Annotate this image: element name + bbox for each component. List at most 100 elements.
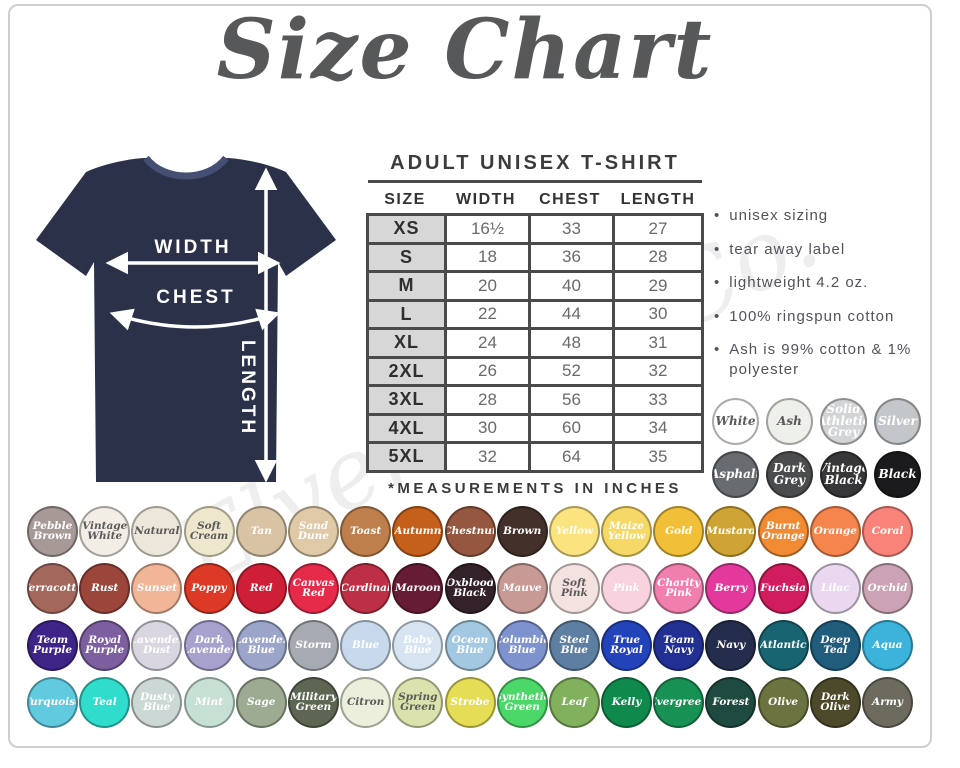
color-swatch-label: Storm	[295, 638, 332, 651]
color-swatch-team-navy: Team Navy	[653, 620, 705, 671]
tshirt-collar	[143, 155, 229, 180]
color-swatch-label: Sage	[247, 695, 276, 708]
feature-item: • tear away label	[714, 240, 919, 260]
color-swatch-evergreen: Evergreen	[653, 677, 705, 728]
color-swatch-label: Lavender Dust	[131, 633, 183, 656]
length-label: LENGTH	[237, 340, 258, 436]
color-swatch-label: Team Navy	[663, 633, 695, 656]
size-table: XS 16½ 33 27 S 18 36 28 M 20 40 29 L 22 44 30 XL 24 48 31 2X…	[366, 213, 704, 473]
color-swatch-label: Soft Cream	[189, 519, 229, 542]
color-swatch-label: Dark Grey	[773, 461, 806, 487]
color-swatch-sand-dune: Sand Dune	[287, 506, 339, 557]
color-swatch-label: Baby Blue	[403, 633, 433, 656]
value-cell: 16½	[447, 216, 531, 242]
color-swatch-label: Dark Lavender	[183, 633, 235, 656]
color-swatch-label: Asphalt	[712, 466, 759, 481]
value-cell: 30	[447, 415, 531, 441]
color-swatch-fuchsia: Fuchsia	[757, 563, 809, 614]
value-cell: 31	[615, 330, 701, 356]
color-swatch-label: Ocean Blue	[451, 633, 489, 656]
color-swatch-black: Black	[874, 451, 921, 498]
color-swatch-label: Silver	[878, 413, 917, 428]
column-header: LENGTH	[620, 191, 696, 208]
value-cell: 40	[531, 273, 615, 299]
table-row: 4XL 30 60 34	[369, 412, 701, 441]
size-cell: 5XL	[369, 444, 447, 470]
color-swatch-label: Autumn	[394, 524, 442, 537]
value-cell: 29	[615, 273, 701, 299]
color-swatch-label: Rust	[91, 581, 119, 594]
value-cell: 32	[615, 358, 701, 384]
color-swatch-oxblood-black: Oxblood Black	[444, 563, 496, 614]
color-swatch-label: Dusty Blue	[140, 690, 174, 713]
table-row: M 20 40 29	[369, 270, 701, 299]
color-swatch-label: Army	[872, 695, 903, 708]
color-swatch-label: Orchid	[867, 581, 908, 594]
color-swatch-label: Orange	[813, 524, 857, 537]
value-cell: 44	[531, 301, 615, 327]
color-swatch-dark-lavender: Dark Lavender	[183, 620, 235, 671]
size-chart-section: ADULT UNISEX T-SHIRT SIZE WIDTH CHEST LENGT…	[366, 152, 704, 497]
color-swatch-sunset: Sunset	[131, 563, 183, 614]
color-swatch-royal-purple: Royal Purple	[79, 620, 131, 671]
color-swatch-true-royal: True Royal	[601, 620, 653, 671]
table-row: 2XL 26 52 32	[369, 355, 701, 384]
color-swatch-label: Evergreen	[655, 695, 702, 708]
color-swatch-label: Red	[249, 581, 273, 594]
color-swatch-lilac: Lilac	[809, 563, 861, 614]
color-swatch-label: Deep Teal	[820, 633, 851, 656]
table-row: 3XL 28 56 33	[369, 384, 701, 413]
color-swatch-label: Pebble Brown	[32, 519, 73, 542]
color-swatch-label: Solid Athletic Grey	[822, 402, 865, 440]
color-swatch-maize-yellow: Maize Yellow	[601, 506, 653, 557]
color-swatch-red: Red	[235, 563, 287, 614]
size-cell: 4XL	[369, 415, 447, 441]
color-swatch-sage: Sage	[235, 677, 287, 728]
color-swatch-orchid: Orchid	[862, 563, 913, 614]
bullet-icon: •	[714, 307, 721, 325]
value-cell: 33	[615, 387, 701, 413]
value-cell: 33	[531, 216, 615, 242]
value-cell: 20	[447, 273, 531, 299]
feature-item: • 100% ringspun cotton	[714, 307, 919, 327]
bullet-icon: •	[714, 207, 721, 224]
color-swatch-berry: Berry	[705, 563, 757, 614]
color-swatch-pink: Pink	[601, 563, 653, 614]
size-cell: S	[369, 244, 447, 270]
size-cell: XS	[369, 216, 447, 242]
color-swatch-dark-olive: Dark Olive	[809, 677, 861, 728]
color-swatch-vintage-black: Vintage Black	[820, 451, 867, 498]
value-cell: 34	[615, 415, 701, 441]
color-swatch-autumn: Autumn	[392, 506, 444, 557]
color-swatch-yellow: Yellow	[548, 506, 600, 557]
color-palette-row-2: Terracotta Rust Sunset Poppy Red Canvas Red Ca…	[27, 563, 913, 614]
color-swatch-coral: Coral	[862, 506, 913, 557]
value-cell: 26	[447, 358, 531, 384]
color-swatch-label: True Royal	[610, 633, 643, 656]
color-swatch-label: Navy	[716, 638, 746, 651]
color-swatch-label: Kelly	[611, 695, 642, 708]
color-swatch-dusty-blue: Dusty Blue	[131, 677, 183, 728]
color-swatch-rust: Rust	[79, 563, 131, 614]
color-swatch-charity-pink: Charity Pink	[653, 563, 705, 614]
color-swatch-label: Atlantic	[759, 638, 807, 651]
table-row: XS 16½ 33 27	[369, 216, 701, 242]
neutral-swatch-grid: White Ash Solid Athletic Grey Silver Asphalt…	[712, 398, 921, 498]
color-swatch-atlantic: Atlantic	[757, 620, 809, 671]
color-swatch-label: Aqua	[872, 638, 903, 651]
color-swatch-label: Dark Olive	[820, 690, 851, 713]
color-palette-row-4: Turquoise Teal Dusty Blue Mint Sage Military …	[27, 677, 913, 728]
color-swatch-label: Strobe	[450, 695, 490, 708]
color-swatch-label: Synthetic Green	[496, 690, 548, 713]
color-swatch-teal: Teal	[79, 677, 131, 728]
feature-text: Ash is 99% cotton & 1% polyester	[729, 341, 912, 378]
value-cell: 24	[447, 330, 531, 356]
value-cell: 36	[531, 244, 615, 270]
value-cell: 27	[615, 216, 701, 242]
color-swatch-label: Mint	[195, 695, 224, 708]
color-swatch-steel-blue: Steel Blue	[548, 620, 600, 671]
color-swatch-forest: Forest	[705, 677, 757, 728]
value-cell: 64	[531, 444, 615, 470]
color-swatch-strobe: Strobe	[444, 677, 496, 728]
color-swatch-label: Lavender Blue	[235, 633, 287, 656]
